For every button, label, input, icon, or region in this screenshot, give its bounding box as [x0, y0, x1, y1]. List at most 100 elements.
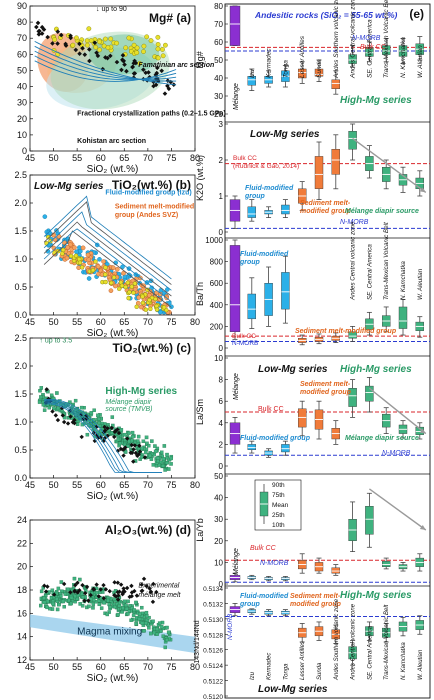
label-bulkcc-layb: Bulk CC — [250, 545, 277, 552]
label-sediment-nd-2: modified group — [290, 601, 342, 608]
y-tick-label: 200 — [210, 322, 224, 331]
tio2-black-point — [78, 412, 84, 417]
y-tick-label: 2.0 — [14, 198, 27, 208]
y-tick-label: 70 — [214, 20, 223, 29]
tio2-sediment-point — [52, 237, 58, 242]
fractional-crystallization-path — [34, 50, 177, 80]
al2o3-highmg-point — [55, 607, 60, 612]
tio2-black-point — [131, 459, 136, 464]
category-label: W. Aleutian — [417, 45, 424, 78]
tio2-sediment-point — [111, 265, 116, 271]
mg-low-point — [36, 32, 42, 37]
mg-high-point — [52, 37, 58, 42]
al2o3-highmg-point — [145, 614, 149, 618]
label-nmorb: N-MORB — [352, 35, 381, 42]
y-tick-label: 0 — [219, 344, 224, 353]
tio2-highmg-point — [62, 415, 67, 420]
tio2-highmg-point — [116, 437, 121, 442]
y-tick-label: 10 — [214, 558, 223, 567]
note-fluid-group: Fluid-modified group (Izu) — [105, 190, 191, 197]
tio2-sediment-point — [85, 252, 91, 258]
tio2-yellow-point — [145, 287, 150, 293]
label-low-mg-lasm: Low-Mg series — [258, 364, 328, 375]
al2o3-highmg-point — [75, 597, 79, 601]
tio2-black-point — [121, 453, 126, 458]
label-bulkcc-lasm: Bulk CC — [258, 406, 284, 413]
al2o3-highmg-point — [142, 629, 146, 633]
tio2-black-point — [46, 396, 51, 402]
al2o3-black-point — [154, 589, 159, 595]
y-tick-label: 1 — [219, 192, 224, 201]
tio2-highmg-point — [75, 416, 79, 421]
al2o3-highmg-point — [163, 645, 167, 650]
tio2-yellow-point — [46, 234, 51, 240]
mg-low-point — [92, 40, 98, 46]
al2o3-black-point — [86, 598, 91, 603]
mg-high-point — [160, 47, 165, 52]
x-tick-label: 70 — [143, 153, 153, 163]
tio2-highmg-point — [130, 434, 135, 439]
tio2-fluid-point — [42, 214, 48, 219]
label-fluid: Fluid-modified — [245, 185, 294, 192]
y-tick-label: 0.5134 — [203, 586, 223, 593]
al2o3-highmg-point — [155, 627, 159, 631]
tio2-black-point — [129, 442, 134, 448]
y-axis-label: La/Sm — [195, 399, 205, 425]
al2o3-highmg-point — [126, 612, 130, 616]
y-tick-label: 50 — [17, 65, 27, 75]
panel-b-series: Low-Mg series — [34, 181, 104, 192]
y-tick-label: 22 — [17, 538, 27, 548]
tio2-highmg-point — [153, 449, 158, 454]
box — [382, 561, 391, 567]
label-bulkcc-ref: (Rudnick & Gao, 2014) — [233, 163, 299, 170]
x-tick-label: 70 — [143, 480, 153, 490]
al2o3-highmg-point — [99, 606, 104, 610]
al2o3-highmg-point — [78, 602, 82, 606]
y-tick-label: 0 — [219, 462, 224, 471]
tio2-yellow-point — [123, 284, 128, 290]
al2o3-highmg-point — [45, 605, 49, 610]
al2o3-black-point — [101, 582, 106, 588]
y-tick-label: 3 — [219, 120, 224, 129]
mg-high-point — [123, 45, 129, 51]
al2o3-black-point — [129, 590, 135, 595]
y-tick-label: 0.5 — [14, 445, 27, 455]
mg-low-point — [55, 41, 60, 46]
tio2-highmg-point — [97, 421, 101, 425]
tio2-highmg-point — [122, 432, 127, 437]
x-tick-label: 80 — [190, 317, 200, 327]
x-tick-label: 75 — [166, 153, 176, 163]
box — [365, 47, 374, 57]
tio2-black-point — [68, 414, 73, 419]
tio2-highmg-point — [42, 408, 47, 412]
box — [247, 206, 257, 218]
al2o3-highmg-point — [63, 592, 68, 596]
tio2-highmg-point — [127, 439, 131, 444]
mg-high-point — [126, 35, 132, 41]
tio2-highmg-point — [41, 402, 46, 407]
y-tick-label: 2.5 — [14, 333, 27, 343]
al2o3-black-point — [151, 581, 156, 587]
y-tick-label: 30 — [214, 92, 223, 101]
panel-b-label: TiO₂(wt.%) (b) — [112, 178, 191, 192]
al2o3-highmg-point — [91, 606, 95, 610]
tio2-yellow-point — [48, 239, 53, 244]
al2o3-highmg-point — [132, 608, 136, 612]
tio2-yellow-point — [68, 253, 74, 259]
al2o3-black-point — [115, 580, 121, 585]
mg-high-point — [134, 50, 140, 56]
al2o3-highmg-point — [140, 621, 145, 625]
al2o3-highmg-point — [120, 610, 124, 614]
tio2-highmg-point — [165, 460, 169, 465]
al2o3-highmg-point — [130, 606, 134, 610]
al2o3-highmg-point — [57, 602, 61, 607]
box — [348, 331, 357, 339]
y-tick-label: 2 — [219, 440, 224, 449]
note-sediment-group-2: group (Andes SVZ) — [115, 212, 178, 219]
al2o3-highmg-point — [55, 597, 59, 601]
fractional-curve — [43, 211, 172, 291]
tio2-yellow-point — [103, 265, 108, 270]
al2o3-black-point — [112, 580, 117, 585]
al2o3-highmg-point — [81, 595, 86, 600]
tio2-highmg-point — [51, 396, 56, 401]
